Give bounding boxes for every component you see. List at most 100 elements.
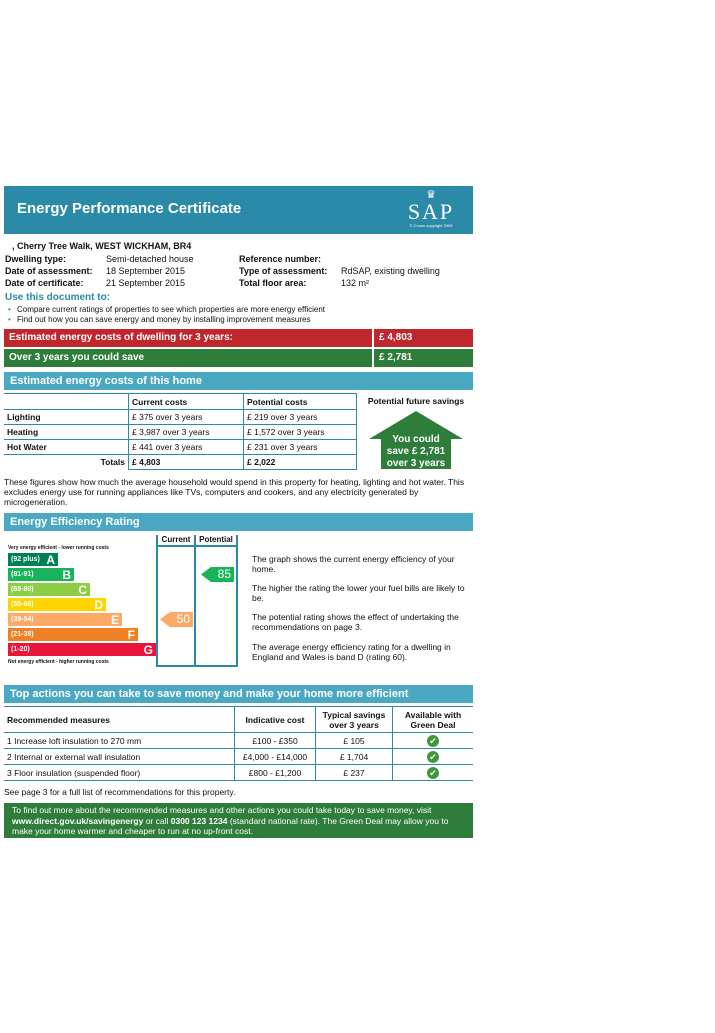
floor-area: 132 m²: [341, 278, 370, 288]
sap-logo-text: SAP: [407, 199, 455, 224]
band-range: (92 plus): [11, 556, 40, 563]
date-certificate: 21 September 2015: [106, 278, 186, 288]
footer-link[interactable]: www.direct.gov.uk/savingenergy: [12, 815, 144, 826]
potential-column-header: Potential: [196, 535, 236, 547]
actions-header-saving: Typical savings over 3 years: [315, 706, 393, 733]
footer-mid: or call: [143, 815, 171, 826]
future-savings: Potential future savings You could save …: [359, 393, 473, 473]
property-info: Dwelling type: Semi-detached house Date …: [4, 254, 473, 292]
row-current: £ 3,987 over 3 years: [128, 424, 244, 440]
totals-row: Totals £ 4,803 £ 2,022: [4, 454, 357, 470]
measure-cost: £4,000 - £14,000: [234, 748, 316, 765]
row-current: £ 441 over 3 years: [128, 439, 244, 455]
sap-logo: ♛ SAP © Crown copyright 2009: [400, 189, 462, 231]
costs-bar: Estimated energy costs of dwelling for 3…: [4, 329, 473, 347]
dwelling-type-label: Dwelling type:: [5, 254, 67, 264]
band-letter: F: [127, 628, 135, 642]
check-icon: ✔: [427, 734, 439, 747]
row-potential: £ 219 over 3 years: [243, 409, 357, 425]
band-range: (69-80): [11, 586, 34, 593]
band-range: (39-54): [11, 616, 34, 623]
rating-band-f: (21-38) F: [8, 628, 138, 642]
band-letter: E: [110, 613, 119, 627]
rating-band-e: (39-54) E: [8, 613, 122, 627]
totals-potential: £ 2,022: [243, 454, 357, 470]
row-potential: £ 1,572 over 3 years: [243, 424, 357, 440]
crown-icon: ♛: [426, 189, 436, 201]
eer-section-title: Energy Efficiency Rating: [4, 513, 473, 531]
totals-label: Totals: [4, 454, 129, 470]
savings-house-icon: You could save £ 2,781 over 3 years: [369, 411, 463, 469]
type-assessment-label: Type of assessment:: [239, 266, 328, 276]
measure-name: 2 Internal or external wall insulation: [4, 748, 235, 765]
row-current: £ 375 over 3 years: [128, 409, 244, 425]
measure-name: 1 Increase loft insulation to 270 mm: [4, 732, 235, 749]
row-name: Hot Water: [4, 439, 129, 455]
rating-band-a: (92 plus) A: [8, 553, 58, 567]
footer-info: To find out more about the recommended m…: [4, 803, 473, 838]
floor-area-label: Total floor area:: [239, 278, 307, 288]
reference-label: Reference number:: [239, 254, 322, 264]
costs-header-current: Current costs: [128, 393, 244, 410]
band-range: (55-68): [11, 601, 34, 608]
rating-band-c: (69-80) C: [8, 583, 90, 597]
date-assessment: 18 September 2015: [106, 266, 186, 276]
measure-cost: £800 - £1,200: [234, 764, 316, 781]
date-assessment-label: Date of assessment:: [5, 266, 93, 276]
certificate: Energy Performance Certificate ♛ SAP © C…: [4, 186, 473, 838]
band-letter: D: [94, 598, 103, 612]
eer-text-4: The average energy efficiency rating for…: [252, 642, 451, 662]
band-letter: A: [46, 553, 55, 567]
band-letter: G: [143, 643, 153, 657]
use-bullet-1: Compare current ratings of properties to…: [8, 305, 473, 315]
eer-top-note: Very energy efficient - lower running co…: [8, 545, 109, 551]
actions-header-green-deal: Available with Green Deal: [392, 706, 473, 733]
table-row: 2 Internal or external wall insulation £…: [4, 748, 473, 765]
header-banner: Energy Performance Certificate ♛ SAP © C…: [4, 186, 473, 234]
row-name: Heating: [4, 424, 129, 440]
actions-table: Recommended measures Indicative cost Typ…: [4, 706, 473, 781]
type-assessment: RdSAP, existing dwelling: [341, 266, 440, 276]
measure-saving: £ 105: [315, 732, 393, 749]
totals-current: £ 4,803: [128, 454, 244, 470]
energy-rating-chart: Very energy efficient - lower running co…: [4, 531, 473, 685]
costs-area: Current costs Potential costs Lighting £…: [4, 393, 473, 473]
actions-section-title: Top actions you can take to save money a…: [4, 685, 473, 703]
costs-table: Current costs Potential costs Lighting £…: [4, 393, 357, 470]
savings-line-2: save £ 2,781: [387, 446, 446, 457]
use-bullet-2: Find out how you can save energy and mon…: [8, 315, 473, 325]
band-letter: C: [78, 583, 87, 597]
table-row: Hot Water £ 441 over 3 years £ 231 over …: [4, 439, 357, 455]
footer-line-1: To find out more about the recommended m…: [12, 805, 432, 815]
eer-bottom-note: Not energy efficient - higher running co…: [8, 659, 109, 665]
check-icon: ✔: [427, 750, 439, 763]
save-bar-label: Over 3 years you could save: [9, 352, 145, 363]
actions-header-cost: Indicative cost: [234, 706, 316, 733]
save-bar-value: £ 2,781: [372, 349, 473, 367]
footer-phone: 0300 123 1234: [170, 815, 228, 826]
rating-band-d: (55-68) D: [8, 598, 106, 612]
current-column-header: Current: [158, 535, 194, 547]
rating-band-b: (81-91) B: [8, 568, 74, 582]
band-letter: B: [62, 568, 71, 582]
costs-header-blank: [4, 393, 129, 410]
potential-rating-arrow: 85: [201, 567, 234, 582]
table-row: 3 Floor insulation (suspended floor) £80…: [4, 764, 473, 781]
table-row: 1 Increase loft insulation to 270 mm £10…: [4, 732, 473, 749]
band-range: (81-91): [11, 571, 34, 578]
row-name: Lighting: [4, 409, 129, 425]
rating-band-g: (1-20) G: [8, 643, 156, 657]
measure-saving: £ 237: [315, 764, 393, 781]
current-column: Current: [156, 535, 196, 667]
page-title: Energy Performance Certificate: [17, 200, 242, 217]
band-range: (21-38): [11, 631, 34, 638]
measure-saving: £ 1,704: [315, 748, 393, 765]
costs-note: These figures show how much the average …: [4, 477, 465, 507]
save-bar: Over 3 years you could save £ 2,781: [4, 349, 473, 367]
table-row: Heating £ 3,987 over 3 years £ 1,572 ove…: [4, 424, 357, 440]
future-savings-header: Potential future savings: [367, 396, 465, 406]
savings-line-1: You could: [392, 434, 440, 445]
footer-line-2: (standard national rate). The Green Deal…: [12, 815, 449, 837]
savings-line-3: over 3 years: [387, 458, 446, 469]
current-rating-arrow: 50: [160, 612, 193, 627]
